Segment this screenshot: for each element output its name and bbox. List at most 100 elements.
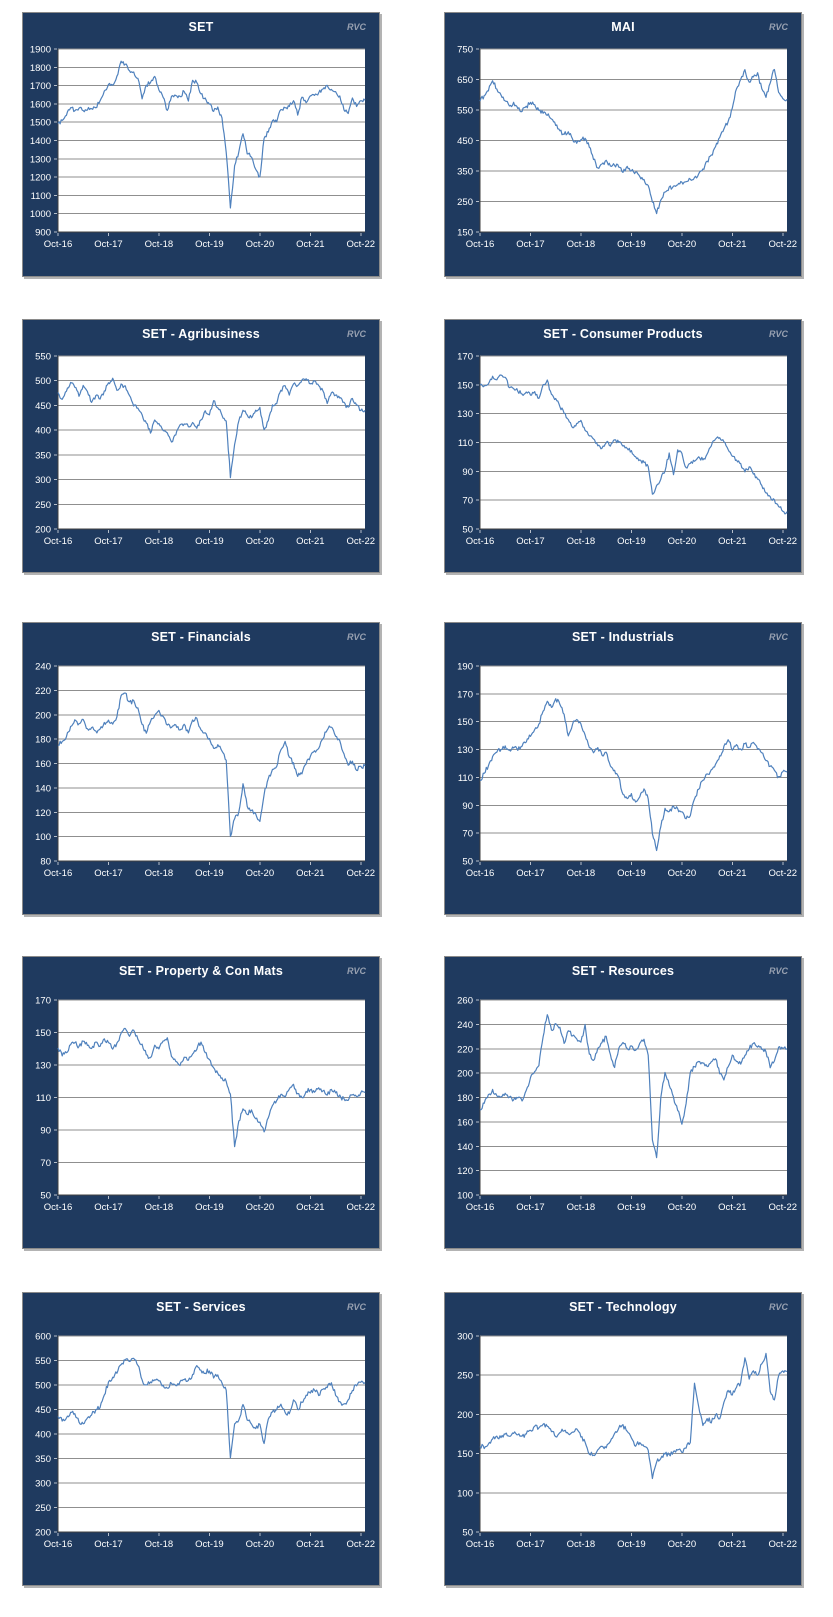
y-axis-label: 550 (35, 1356, 51, 1367)
y-axis-label: 350 (457, 167, 473, 178)
y-axis-label: 180 (457, 1093, 473, 1104)
tick-marks (476, 355, 784, 533)
axes (57, 49, 365, 233)
y-axis-label: 400 (35, 1430, 51, 1441)
x-axis-label: Oct-20 (668, 536, 697, 547)
x-axis-label: Oct-19 (195, 536, 224, 547)
series-line (57, 692, 366, 838)
x-axis-label: Oct-21 (718, 1202, 747, 1213)
x-axis-label: Oct-18 (567, 1539, 596, 1550)
y-axis-label: 200 (35, 525, 51, 536)
x-axis-label: Oct-19 (195, 1202, 224, 1213)
y-axis-label: 90 (462, 467, 473, 478)
x-axis-label: Oct-20 (668, 1202, 697, 1213)
y-axis-label: 750 (457, 45, 473, 56)
gridlines (58, 999, 365, 1163)
rvc-watermark: RVC (346, 966, 366, 976)
y-axis-label: 50 (40, 1191, 51, 1202)
y-axis-label: 140 (457, 1142, 473, 1153)
y-axis-label: 130 (35, 1061, 51, 1072)
rvc-watermark: RVC (346, 1302, 366, 1312)
rvc-watermark: RVC (768, 632, 788, 642)
x-axis-label: Oct-20 (246, 536, 275, 547)
y-axis-label: 50 (462, 525, 473, 536)
y-axis-label: 250 (35, 500, 51, 511)
x-axis-label: Oct-20 (246, 1539, 275, 1550)
y-axis-label: 170 (457, 352, 473, 363)
y-axis-label: 220 (35, 686, 51, 697)
x-axis-labels: Oct-16 Oct-17 Oct-18 Oct-19 Oct-20 Oct-21 Oct-… (466, 868, 797, 879)
x-axis-label: Oct-20 (246, 1202, 275, 1213)
y-axis-label: 450 (35, 1405, 51, 1416)
chart-panel-mai: MAI RVC 150 250 350 450 550 650 750 Oct-16 Oct-1… (444, 12, 802, 277)
x-axis-label: Oct-16 (466, 239, 495, 250)
chart-panel-set: SET RVC 900 1000 1100 1200 1300 1400 1500 1600 1… (22, 12, 380, 277)
y-axis-label: 300 (35, 1479, 51, 1490)
chart-title: SET - Technology (569, 1300, 677, 1314)
y-axis-label: 300 (457, 1332, 473, 1343)
x-axis-label: Oct-18 (145, 239, 174, 250)
y-axis-label: 1200 (30, 173, 51, 184)
plot-area (480, 666, 787, 861)
x-axis-label: Oct-21 (296, 536, 325, 547)
x-axis-label: Oct-17 (94, 868, 123, 879)
y-axis-label: 650 (457, 75, 473, 86)
x-axis-label: Oct-22 (769, 868, 798, 879)
x-axis-label: Oct-17 (94, 1202, 123, 1213)
x-axis-label: Oct-18 (567, 1202, 596, 1213)
y-axis-label: 300 (35, 475, 51, 486)
rvc-watermark: RVC (768, 22, 788, 32)
tick-marks (54, 1335, 362, 1536)
x-axis-label: Oct-17 (516, 1202, 545, 1213)
y-axis-label: 350 (35, 1454, 51, 1465)
y-axis-label: 1500 (30, 118, 51, 129)
axes (57, 1336, 365, 1533)
x-axis-label: Oct-18 (145, 1202, 174, 1213)
gridlines (480, 665, 787, 834)
chart-title: SET - Property & Con Mats (118, 964, 284, 978)
y-axis-label: 150 (457, 380, 473, 391)
plot-area (480, 1336, 787, 1532)
y-axis-labels: 50 70 90 110 130 150 170 190 (457, 662, 473, 868)
x-axis-labels: Oct-16 Oct-17 Oct-18 Oct-19 Oct-20 Oct-21 Oct-… (466, 1202, 797, 1213)
chart-title: SET - Consumer Products (543, 327, 703, 341)
x-axis-label: Oct-19 (195, 239, 224, 250)
x-axis-label: Oct-16 (44, 1539, 73, 1550)
x-axis-label: Oct-22 (347, 1539, 376, 1550)
x-axis-labels: Oct-16 Oct-17 Oct-18 Oct-19 Oct-20 Oct-21 Oct-… (44, 239, 375, 250)
y-axis-label: 350 (35, 450, 51, 461)
y-axis-label: 120 (35, 808, 51, 819)
y-axis-label: 260 (457, 996, 473, 1007)
x-axis-label: Oct-17 (516, 1539, 545, 1550)
line-chart: 900 1000 1100 1200 1300 1400 1500 1600 1700 1800 1… (30, 45, 375, 251)
x-axis-labels: Oct-16 Oct-17 Oct-18 Oct-19 Oct-20 Oct-21 Oct-… (44, 1202, 375, 1213)
axes (479, 1336, 787, 1533)
y-axis-label: 190 (457, 662, 473, 673)
x-axis-label: Oct-21 (296, 239, 325, 250)
gridlines (58, 48, 365, 215)
tick-marks (54, 999, 362, 1199)
rvc-watermark: RVC (346, 632, 366, 642)
chart-panel-technology: SET - Technology RVC 50 100 150 200 250 300 Oc… (444, 1292, 802, 1586)
x-axis-label: Oct-17 (516, 239, 545, 250)
chart-panel-services: SET - Services RVC 200 250 300 350 400 450 500… (22, 1292, 380, 1586)
gridlines (58, 665, 365, 838)
x-axis-label: Oct-21 (718, 239, 747, 250)
y-axis-label: 250 (35, 1503, 51, 1514)
series-line (479, 68, 788, 215)
x-axis-label: Oct-21 (296, 868, 325, 879)
chart-panel-industrials: SET - Industrials RVC 50 70 90 110 130 150 170… (444, 622, 802, 915)
x-axis-labels: Oct-16 Oct-17 Oct-18 Oct-19 Oct-20 Oct-21 Oct-… (466, 239, 797, 250)
y-axis-label: 160 (35, 759, 51, 770)
y-axis-labels: 50 70 90 110 130 150 170 (35, 996, 51, 1202)
y-axis-label: 200 (35, 1528, 51, 1539)
chart-panel-property-con-mats: SET - Property & Con Mats RVC 50 70 90 110 1… (22, 956, 380, 1249)
y-axis-label: 600 (35, 1332, 51, 1343)
x-axis-label: Oct-18 (145, 868, 174, 879)
y-axis-label: 240 (35, 662, 51, 673)
